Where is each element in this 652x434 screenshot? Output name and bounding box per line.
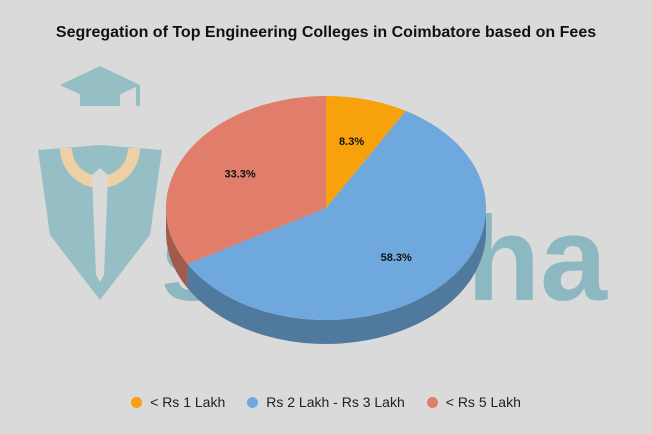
chart-title: Segregation of Top Engineering Colleges …	[55, 24, 597, 41]
legend-item-0: < Rs 1 Lakh	[131, 394, 225, 410]
pie-side-1	[187, 208, 487, 345]
legend-item-1: Rs 2 Lakh - Rs 3 Lakh	[247, 394, 405, 410]
legend-marker	[131, 396, 143, 408]
pie-data-label-1: 58.3%	[381, 252, 412, 264]
pie-slice-0	[326, 96, 406, 208]
watermark-logo	[38, 66, 162, 300]
legend-label: < Rs 5 Lakh	[445, 394, 521, 410]
pie-slice-1	[187, 110, 487, 320]
legend-marker	[426, 396, 438, 408]
pie-side-2	[166, 208, 188, 288]
legend-marker	[247, 396, 259, 408]
legend-label: < Rs 1 Lakh	[150, 394, 226, 410]
legend-label: Rs 2 Lakh - Rs 3 Lakh	[266, 394, 405, 410]
legend-item-2: < Rs 5 Lakh	[426, 394, 521, 410]
pie-data-label-0: 8.3%	[339, 136, 364, 148]
pie-top	[166, 96, 487, 320]
pie-slice-2	[166, 96, 326, 264]
chart-legend: < Rs 1 Lakh Rs 2 Lakh - Rs 3 Lakh < Rs 5 L…	[0, 394, 652, 410]
pie-3d-side	[166, 208, 487, 345]
pie-labels: 8.3% 58.3% 33.3%	[224, 136, 412, 264]
pie-data-label-2: 33.3%	[224, 168, 255, 180]
